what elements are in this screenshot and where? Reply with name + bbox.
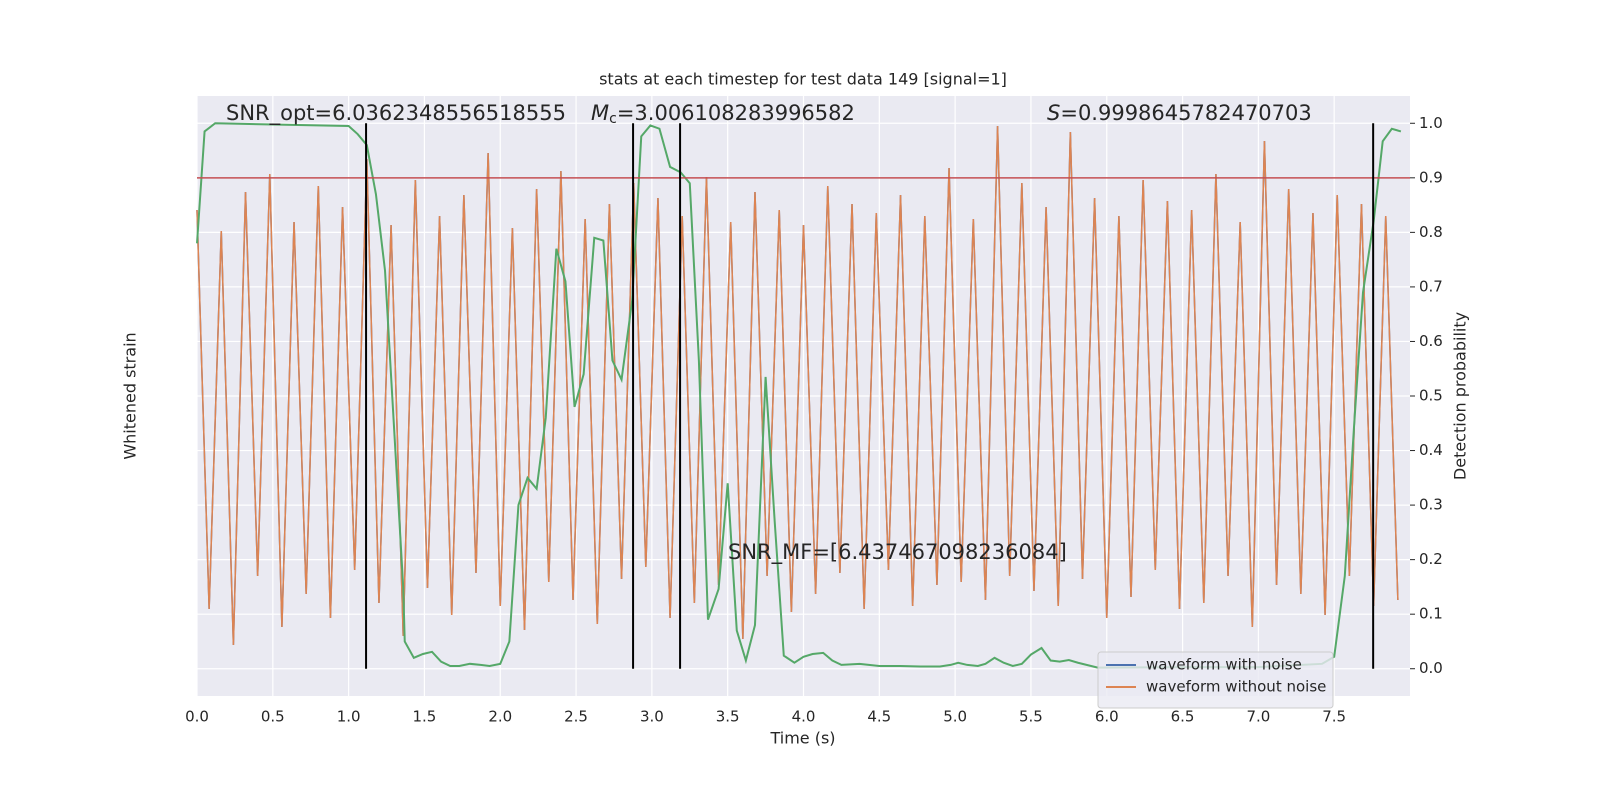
y2-tick-label: 0.6 — [1419, 332, 1443, 350]
legend: waveform with noise waveform without nois… — [1097, 651, 1334, 709]
annotation-symbol: M — [591, 101, 609, 125]
legend-label: waveform with noise — [1146, 656, 1302, 674]
annotation: SNR_MF=[6.437467098236084] — [728, 540, 1067, 565]
x-axis-label: Time (s) — [769, 729, 835, 748]
x-tick-label: 5.5 — [1019, 708, 1043, 726]
x-tick-label: 4.0 — [792, 708, 816, 726]
x-tick-label: 2.5 — [564, 708, 588, 726]
annotation: Mc=3.006108283996582 — [591, 101, 855, 127]
x-tick-label: 0.5 — [261, 708, 285, 726]
y2-tick-label: 0.9 — [1419, 168, 1443, 186]
x-tick-label: 6.0 — [1095, 708, 1119, 726]
y2-tick-label: 0.8 — [1419, 223, 1443, 241]
annotation-value: =3.006108283996582 — [617, 101, 855, 125]
x-tick-label: 6.5 — [1171, 708, 1195, 726]
y2-tick-label: 0.5 — [1419, 387, 1443, 405]
x-tick-label: 1.0 — [337, 708, 361, 726]
y2-tick-label: 0.1 — [1419, 605, 1443, 623]
legend-box — [1097, 651, 1334, 709]
x-tick-label: 3.0 — [640, 708, 664, 726]
x-tick-label: 1.5 — [413, 708, 437, 726]
x-tick-label: 4.5 — [867, 708, 891, 726]
x-tick-label: 3.5 — [716, 708, 740, 726]
annotation-value: =0.9998645782470703 — [1060, 101, 1311, 125]
annotation: SNR_opt=6.0362348556518555 — [226, 101, 566, 126]
y2-axis-label: Detection probability — [1451, 312, 1470, 480]
y2-tick-label: 0.7 — [1419, 277, 1443, 295]
series-line — [196, 125, 1399, 646]
y2-tick-label: 0.2 — [1419, 550, 1443, 568]
annotation-subscript: c — [609, 111, 617, 127]
legend-label: waveform without noise — [1146, 678, 1326, 696]
annotation: S=0.9998645782470703 — [1047, 101, 1312, 125]
x-tick-label: 5.0 — [943, 708, 967, 726]
y2-tick-label: 0.3 — [1419, 496, 1443, 514]
x-tick-label: 2.0 — [488, 708, 512, 726]
marks — [196, 122, 1410, 669]
y2-tick-label: 0.4 — [1419, 441, 1443, 459]
annotation-symbol: S — [1047, 101, 1060, 125]
y2-tick-label: 0.0 — [1419, 659, 1443, 677]
x-tick-label: 7.5 — [1322, 708, 1346, 726]
y2-tick-label: 1.0 — [1419, 114, 1443, 132]
x-tick-label: 0.0 — [185, 708, 209, 726]
y-axis-label: Whitened strain — [121, 332, 140, 459]
series-line — [196, 122, 1402, 669]
chart-title: stats at each timestep for test data 149… — [599, 70, 1007, 89]
x-tick-label: 7.0 — [1246, 708, 1270, 726]
